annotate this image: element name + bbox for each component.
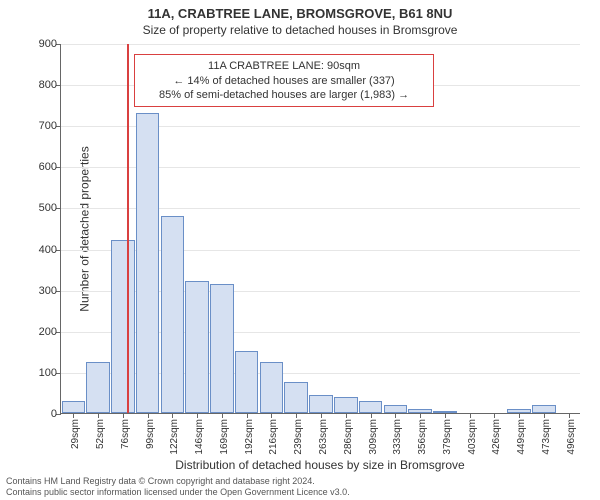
xtick-label: 239sqm: [293, 419, 304, 455]
histogram-bar: [384, 405, 408, 413]
histogram-bar: [161, 216, 185, 413]
ytick-label: 600: [23, 161, 61, 173]
footer-line-2: Contains public sector information licen…: [6, 487, 350, 498]
xtick-mark: [172, 413, 173, 418]
ytick-label: 0: [23, 408, 61, 420]
ytick-label: 300: [23, 285, 61, 297]
chart-plot-area: 010020030040050060070080090029sqm52sqm76…: [60, 44, 580, 414]
footer-line-1: Contains HM Land Registry data © Crown c…: [6, 476, 350, 487]
xtick-label: 496sqm: [566, 419, 577, 455]
xtick-label: 192sqm: [244, 419, 255, 455]
histogram-bar: [532, 405, 556, 413]
histogram-bar: [111, 240, 135, 413]
xtick-label: 169sqm: [219, 419, 230, 455]
xtick-label: 309sqm: [368, 419, 379, 455]
histogram-bar: [210, 284, 234, 414]
histogram-bar: [309, 395, 333, 414]
xtick-label: 379sqm: [442, 419, 453, 455]
xtick-mark: [296, 413, 297, 418]
gridline: [61, 44, 580, 45]
histogram-bar: [185, 281, 209, 413]
xtick-label: 52sqm: [95, 419, 106, 449]
xtick-mark: [222, 413, 223, 418]
histogram-bar: [260, 362, 284, 413]
xtick-mark: [148, 413, 149, 418]
ytick-label: 200: [23, 326, 61, 338]
histogram-bar: [86, 362, 110, 413]
property-marker-line: [127, 44, 129, 413]
chart-supertitle: 11A, CRABTREE LANE, BROMSGROVE, B61 8NU: [0, 0, 600, 21]
xtick-label: 449sqm: [516, 419, 527, 455]
xtick-mark: [470, 413, 471, 418]
annotation-line-2: ← 14% of detached houses are smaller (33…: [143, 74, 425, 88]
xtick-label: 403sqm: [467, 419, 478, 455]
xtick-mark: [519, 413, 520, 418]
xtick-label: 333sqm: [392, 419, 403, 455]
x-axis-label: Distribution of detached houses by size …: [60, 458, 580, 472]
ytick-label: 500: [23, 202, 61, 214]
xtick-mark: [321, 413, 322, 418]
xtick-mark: [494, 413, 495, 418]
xtick-label: 122sqm: [169, 419, 180, 455]
xtick-label: 473sqm: [541, 419, 552, 455]
ytick-label: 700: [23, 120, 61, 132]
xtick-label: 76sqm: [120, 419, 131, 449]
ytick-label: 800: [23, 79, 61, 91]
xtick-mark: [346, 413, 347, 418]
annotation-line-3: 85% of semi-detached houses are larger (…: [143, 88, 425, 102]
ytick-label: 100: [23, 367, 61, 379]
ytick-label: 900: [23, 38, 61, 50]
histogram-bar: [62, 401, 86, 413]
xtick-label: 356sqm: [417, 419, 428, 455]
xtick-mark: [569, 413, 570, 418]
histogram-bar: [334, 397, 358, 413]
histogram-bar: [235, 351, 259, 413]
annotation-line-1: 11A CRABTREE LANE: 90sqm: [143, 59, 425, 73]
xtick-mark: [73, 413, 74, 418]
xtick-label: 426sqm: [491, 419, 502, 455]
histogram-bar: [284, 382, 308, 413]
xtick-mark: [197, 413, 198, 418]
xtick-mark: [420, 413, 421, 418]
histogram-bar: [359, 401, 383, 413]
annotation-box: 11A CRABTREE LANE: 90sqm← 14% of detache…: [134, 54, 434, 107]
xtick-label: 146sqm: [194, 419, 205, 455]
xtick-mark: [445, 413, 446, 418]
footer-attribution: Contains HM Land Registry data © Crown c…: [0, 476, 350, 498]
xtick-mark: [544, 413, 545, 418]
ytick-label: 400: [23, 244, 61, 256]
histogram-bar: [136, 113, 160, 413]
xtick-mark: [247, 413, 248, 418]
xtick-mark: [271, 413, 272, 418]
xtick-label: 99sqm: [145, 419, 156, 449]
xtick-mark: [371, 413, 372, 418]
xtick-mark: [98, 413, 99, 418]
xtick-label: 216sqm: [268, 419, 279, 455]
xtick-mark: [123, 413, 124, 418]
xtick-mark: [395, 413, 396, 418]
xtick-label: 29sqm: [70, 419, 81, 449]
xtick-label: 263sqm: [318, 419, 329, 455]
chart-subtitle: Size of property relative to detached ho…: [0, 21, 600, 37]
xtick-label: 286sqm: [343, 419, 354, 455]
